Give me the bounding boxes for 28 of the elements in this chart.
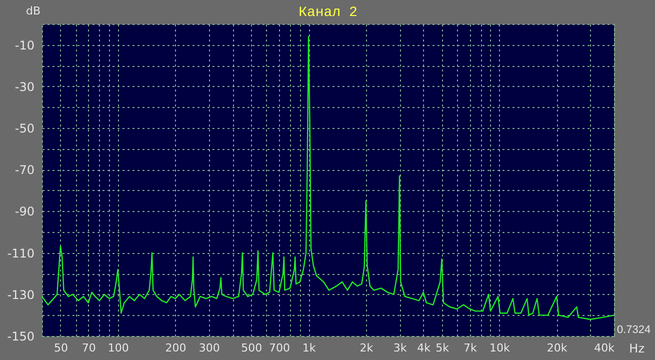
x-tick-label: 40k [594,342,616,354]
x-tick-label: 1k [302,342,316,354]
y-tick-label: -150 [7,330,34,344]
chart-title: Канал 2 [298,5,358,21]
x-tick-label: 100 [108,342,129,354]
y-tick-label: -130 [7,288,34,302]
x-tick-label: 70 [82,342,96,354]
y-tick-label: -110 [7,246,34,260]
x-tick-label: 300 [198,342,220,354]
x-tick-label: 50 [54,342,68,354]
y-tick-label: -30 [14,80,34,94]
x-tick-label: 5k [436,342,450,354]
x-tick-label: 3k [393,342,408,354]
y-tick-label: -70 [14,163,34,178]
x-tick-label: 10k [490,342,511,354]
x-tick-label: 20k [546,342,568,354]
y-tick-label: -50 [14,122,34,136]
x-tick-label: 700 [269,342,290,354]
y-axis-title: dB [26,4,40,18]
x-tick-label: 200 [165,342,186,354]
y-tick-label: -10 [14,38,34,52]
x-tick-label: 2k [360,342,374,354]
x-axis-title: Hz [629,342,644,356]
text: 0.7324 [617,324,651,336]
x-tick-label: 500 [241,342,262,354]
x-tick-label: 4k [417,342,432,354]
y-tick-label: -90 [14,204,34,219]
x-tick-label: 7k [463,342,478,354]
